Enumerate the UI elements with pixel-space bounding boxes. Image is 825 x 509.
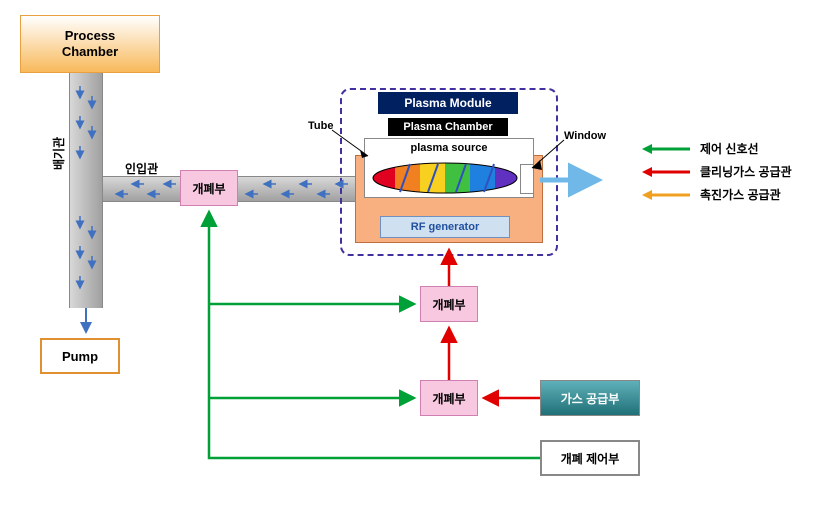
plasma-chamber-title: Plasma Chamber bbox=[388, 118, 508, 136]
legend-item: 제어 신호선 bbox=[640, 140, 792, 157]
arrow-left-icon bbox=[640, 142, 692, 156]
tube-label: Tube bbox=[308, 120, 333, 132]
valve-1: 개폐부 bbox=[180, 170, 238, 206]
legend-item: 클리닝가스 공급관 bbox=[640, 163, 792, 180]
process-chamber-box: Process Chamber bbox=[20, 15, 160, 73]
plasma-ellipse-icon bbox=[370, 160, 520, 196]
inlet-pipe-label: 인입관 bbox=[125, 160, 158, 177]
gas-supply-box: 가스 공급부 bbox=[540, 380, 640, 416]
legend-label: 제어 신호선 bbox=[700, 140, 759, 157]
exhaust-pipe bbox=[69, 73, 103, 308]
legend: 제어 신호선 클리닝가스 공급관 촉진가스 공급관 bbox=[640, 140, 792, 209]
arrow-left-icon bbox=[640, 165, 692, 179]
rf-generator-box: RF generator bbox=[380, 216, 510, 238]
window-segment bbox=[520, 164, 534, 194]
window-label: Window bbox=[564, 130, 606, 142]
control-box: 개폐 제어부 bbox=[540, 440, 640, 476]
arrow-left-icon bbox=[640, 188, 692, 202]
diagram-stage: Process Chamber 배기관 인입관 개폐부 Pump Plasma … bbox=[0, 0, 825, 509]
exhaust-pipe-label: 배기관 bbox=[50, 137, 67, 170]
legend-label: 촉진가스 공급관 bbox=[700, 186, 781, 203]
pump-box: Pump bbox=[40, 338, 120, 374]
valve-2: 개폐부 bbox=[420, 286, 478, 322]
valve-3: 개폐부 bbox=[420, 380, 478, 416]
legend-label: 클리닝가스 공급관 bbox=[700, 163, 792, 180]
legend-item: 촉진가스 공급관 bbox=[640, 186, 792, 203]
